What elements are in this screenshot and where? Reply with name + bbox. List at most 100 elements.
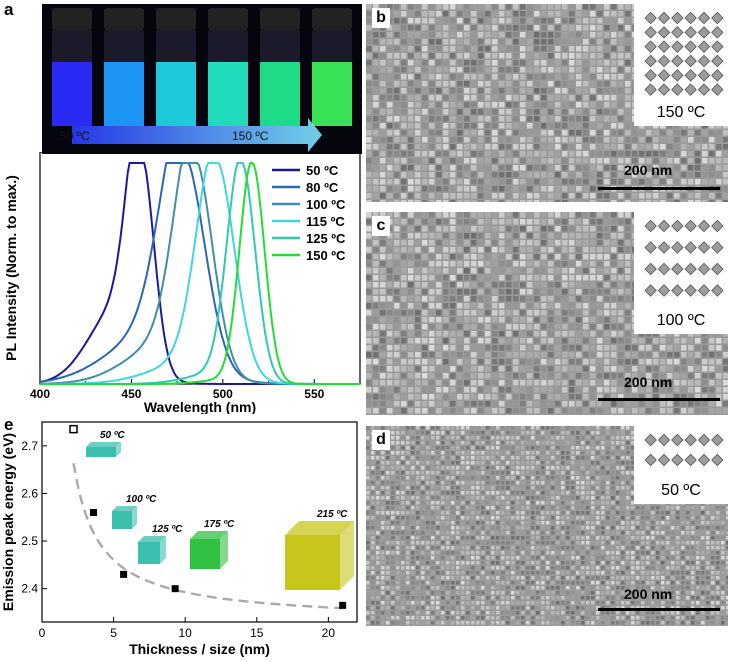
tem-pixel bbox=[590, 88, 596, 94]
tem-pixel bbox=[513, 116, 519, 122]
tem-pixel bbox=[639, 158, 645, 164]
tem-pixel bbox=[471, 4, 477, 10]
tem-pixel bbox=[466, 521, 470, 525]
tem-pixel bbox=[501, 541, 505, 545]
tem-pixel bbox=[534, 123, 540, 129]
tem-pixel bbox=[373, 179, 379, 185]
tem-pixel bbox=[401, 366, 407, 372]
tem-pixel bbox=[646, 352, 652, 358]
tem-pixel bbox=[415, 102, 421, 108]
tem-pixel bbox=[569, 261, 575, 267]
tem-pixel bbox=[429, 401, 435, 407]
tem-pixel bbox=[583, 186, 589, 192]
tem-pixel bbox=[485, 387, 491, 393]
tem-pixel bbox=[536, 541, 540, 545]
tem-pixel bbox=[476, 441, 480, 445]
tem-pixel bbox=[618, 172, 624, 178]
tem-pixel bbox=[596, 481, 600, 485]
spectrum-line bbox=[40, 162, 360, 385]
tem-pixel bbox=[639, 179, 645, 185]
tem-pixel bbox=[660, 401, 666, 407]
tem-pixel bbox=[492, 165, 498, 171]
tem-pixel bbox=[499, 296, 505, 302]
tem-pixel bbox=[541, 212, 547, 218]
tem-pixel bbox=[716, 521, 720, 525]
tem-pixel bbox=[667, 408, 673, 414]
tem-pixel bbox=[373, 172, 379, 178]
tem-pixel bbox=[556, 456, 560, 460]
tem-pixel bbox=[534, 233, 540, 239]
tem-pixel bbox=[415, 408, 421, 414]
tem-pixel bbox=[373, 310, 379, 316]
tem-pixel bbox=[534, 212, 540, 218]
tem-pixel bbox=[421, 491, 425, 495]
tem-pixel bbox=[660, 172, 666, 178]
tem-pixel bbox=[457, 345, 463, 351]
tem-pixel bbox=[366, 387, 372, 393]
tem-pixel bbox=[569, 380, 575, 386]
tem-pixel bbox=[429, 53, 435, 59]
panel-letter-e: e bbox=[4, 415, 14, 434]
tem-pixel bbox=[534, 261, 540, 267]
tem-pixel bbox=[566, 431, 570, 435]
tem-pixel bbox=[457, 200, 463, 202]
tem-pixel bbox=[408, 32, 414, 38]
tem-pixel bbox=[576, 506, 580, 510]
tem-pixel bbox=[436, 268, 442, 274]
tem-pixel bbox=[667, 359, 673, 365]
tem-pixel bbox=[716, 536, 720, 540]
tem-pixel bbox=[391, 496, 395, 500]
tem-pixel bbox=[596, 426, 600, 430]
tem-pixel bbox=[415, 123, 421, 129]
tem-pixel bbox=[446, 506, 450, 510]
tem-pixel bbox=[586, 466, 590, 470]
tem-pixel bbox=[562, 240, 568, 246]
plot-frame bbox=[41, 421, 358, 623]
tem-pixel bbox=[422, 172, 428, 178]
tem-pixel bbox=[569, 289, 575, 295]
tem-pixel bbox=[426, 516, 430, 520]
tem-pixel bbox=[576, 496, 580, 500]
tem-pixel bbox=[723, 186, 728, 192]
tem-pixel bbox=[611, 4, 617, 10]
tem-pixel bbox=[506, 481, 510, 485]
tem-pixel bbox=[416, 526, 420, 530]
tem-pixel bbox=[456, 481, 460, 485]
tem-pixel bbox=[436, 109, 442, 115]
tem-pixel bbox=[501, 431, 505, 435]
tem-pixel bbox=[366, 268, 372, 274]
tem-pixel bbox=[415, 151, 421, 157]
tem-pixel bbox=[569, 310, 575, 316]
octahedron bbox=[684, 83, 697, 96]
tem-pixel bbox=[590, 219, 596, 225]
tem-pixel bbox=[456, 476, 460, 480]
tem-pixel bbox=[436, 130, 442, 136]
tem-pixel bbox=[443, 18, 449, 24]
tem-pixel bbox=[716, 506, 720, 510]
tem-pixel bbox=[471, 451, 475, 455]
tem-pixel bbox=[597, 144, 603, 150]
tem-pixel bbox=[471, 102, 477, 108]
tem-pixel bbox=[534, 18, 540, 24]
tem-pixel bbox=[569, 324, 575, 330]
tem-pixel bbox=[411, 481, 415, 485]
tem-pixel bbox=[723, 193, 728, 199]
tem-pixel bbox=[457, 226, 463, 232]
tem-pixel bbox=[422, 158, 428, 164]
tem-pixel bbox=[534, 296, 540, 302]
tem-pixel bbox=[396, 531, 400, 535]
tem-pixel bbox=[478, 200, 484, 202]
tem-pixel bbox=[618, 95, 624, 101]
tem-pixel bbox=[457, 109, 463, 115]
tem-pixel bbox=[436, 317, 442, 323]
tem-pixel bbox=[548, 193, 554, 199]
tem-pixel bbox=[478, 179, 484, 185]
tem-pixel bbox=[569, 116, 575, 122]
tem-pixel bbox=[422, 88, 428, 94]
tem-pixel bbox=[671, 526, 675, 530]
tem-pixel bbox=[485, 282, 491, 288]
tem-pixel bbox=[436, 516, 440, 520]
tem-pixel bbox=[476, 531, 480, 535]
tem-pixel bbox=[626, 426, 630, 430]
tem-pixel bbox=[373, 32, 379, 38]
